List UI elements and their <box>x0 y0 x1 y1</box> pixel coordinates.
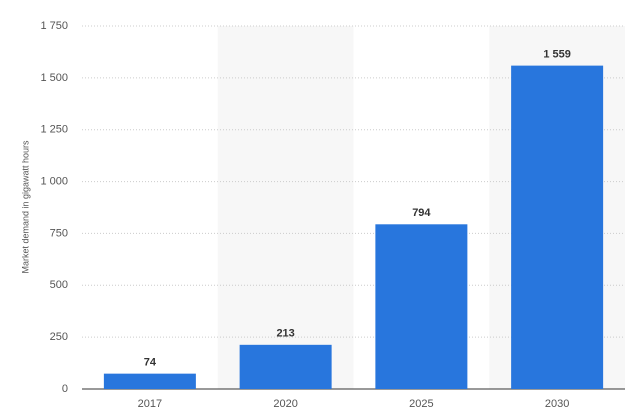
x-tick-label: 2017 <box>138 398 162 410</box>
y-tick-label: 250 <box>50 331 68 343</box>
y-tick-label: 0 <box>62 383 68 395</box>
y-tick-label: 500 <box>50 279 68 291</box>
x-tick-label: 2020 <box>273 398 297 410</box>
value-label: 794 <box>412 207 431 219</box>
y-tick-label: 750 <box>50 227 68 239</box>
x-tick-label: 2025 <box>409 398 433 410</box>
value-label: 213 <box>276 328 294 340</box>
x-tick-label: 2030 <box>545 398 569 410</box>
bar <box>239 344 332 389</box>
y-tick-label: 1 500 <box>40 72 68 84</box>
value-label: 1 559 <box>543 49 571 61</box>
y-tick-label: 1 000 <box>40 175 68 187</box>
y-axis-label: Market demand in gigawatt hours <box>20 140 30 274</box>
y-tick-label: 1 750 <box>40 20 68 32</box>
value-label: 74 <box>144 357 157 369</box>
bar <box>511 65 604 389</box>
bar <box>375 224 468 389</box>
bar <box>103 373 196 389</box>
band-background <box>217 26 354 389</box>
y-tick-label: 1 250 <box>40 124 68 136</box>
